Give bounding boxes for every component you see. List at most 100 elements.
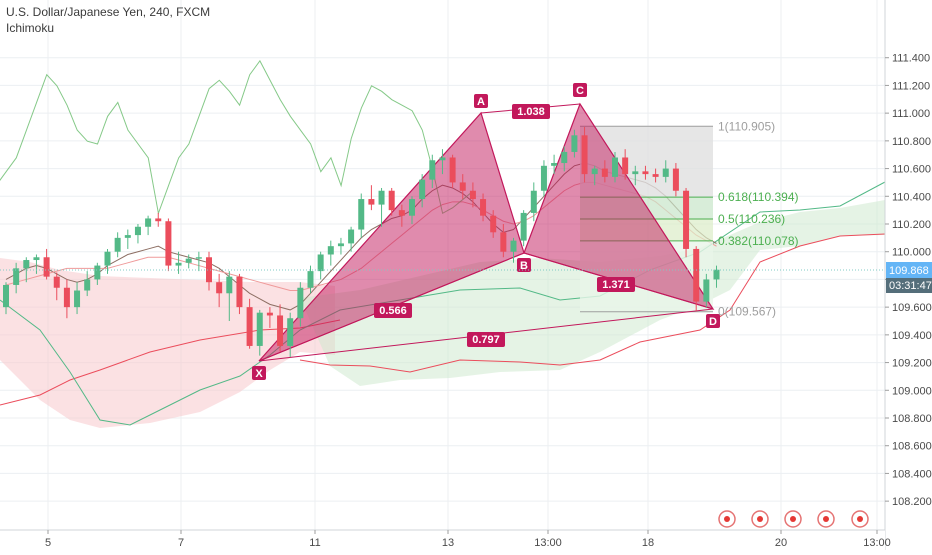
candle-body	[185, 258, 192, 263]
candle-body	[571, 135, 578, 152]
fib-level-label: 0.382(110.078)	[718, 234, 799, 248]
senkou-span-b-bear	[0, 319, 341, 406]
candle-body	[104, 251, 111, 266]
pattern-ratio-badge	[467, 332, 505, 347]
pattern-point-label: A	[477, 96, 485, 108]
kumo-bearish	[0, 258, 335, 428]
candle-body	[124, 235, 131, 238]
candle-body	[368, 199, 375, 205]
time-tick-label: 5	[45, 537, 51, 549]
pattern-point-a	[474, 94, 488, 108]
pattern-ratio-badge	[374, 303, 412, 318]
event-dot-icon	[724, 516, 730, 522]
candle-body	[490, 215, 497, 233]
candle-body	[540, 165, 547, 191]
candle-body	[327, 246, 334, 255]
price-axis: 111.400 111.200 111.000 110.800 110.600 110.4…	[884, 0, 932, 550]
price-tick-label: 108.400	[892, 468, 932, 480]
candle-body	[195, 257, 202, 259]
candle-body	[429, 160, 436, 180]
candle-body	[23, 260, 30, 269]
candle-body	[236, 276, 243, 308]
pattern-ratio-label: 1.371	[602, 279, 630, 291]
candle-body	[74, 290, 81, 308]
candle-body	[459, 182, 466, 191]
candle-body	[266, 312, 273, 316]
price-tick-label: 111.400	[892, 53, 930, 65]
candle-body	[216, 282, 223, 294]
candle-body	[632, 171, 639, 175]
candle-body	[409, 199, 415, 216]
candle-body	[358, 199, 365, 230]
price-tick-label: 108.600	[892, 441, 932, 453]
pattern-point-d	[706, 314, 720, 328]
candle-body	[388, 190, 395, 211]
time-axis: 5 7 11 13 13:00 18 20 13:00	[0, 529, 891, 550]
pattern-point-c	[573, 83, 587, 97]
price-tick-label: 111.000	[892, 108, 930, 120]
candle-body	[642, 171, 649, 175]
candle-body	[378, 190, 385, 205]
candlesticks	[3, 127, 720, 358]
candle-body	[175, 262, 182, 266]
candle-body	[13, 268, 20, 285]
candle-body	[206, 257, 212, 283]
candle-body	[226, 276, 233, 294]
last-price-badge	[886, 262, 932, 279]
candle-body	[297, 287, 304, 319]
candle-body	[419, 179, 426, 200]
fib-level-label: 0.618(110.394)	[718, 190, 799, 204]
time-tick-label: 7	[178, 537, 184, 549]
candle-body	[693, 248, 700, 302]
symbol-title: U.S. Dollar/Japanese Yen, 240, FXCM	[6, 5, 211, 19]
candle-body	[165, 221, 172, 266]
candle-body	[520, 212, 527, 241]
candle-body	[307, 271, 314, 288]
event-dot-icon	[823, 516, 829, 522]
candle-body	[317, 254, 324, 272]
candle-body	[662, 168, 669, 177]
candle-body	[530, 190, 537, 213]
candle-body	[601, 168, 608, 177]
candle-body	[510, 240, 517, 252]
candle-body	[398, 210, 405, 216]
candle-body	[33, 257, 40, 261]
fib-level-label: 0(109.567)	[718, 305, 776, 319]
candle-body	[155, 218, 162, 222]
candle-body	[622, 157, 629, 175]
candle-body	[581, 135, 588, 175]
candle-body	[94, 265, 101, 280]
candle-body	[84, 279, 91, 291]
candle-body	[612, 157, 618, 177]
pattern-ratio-label: 1.038	[517, 106, 545, 118]
candle-body	[469, 190, 476, 200]
last-price-value: 109.868	[889, 265, 929, 277]
price-tick-label: 110.400	[892, 191, 931, 203]
time-tick-label: 18	[642, 537, 654, 549]
candle-body	[652, 174, 659, 177]
event-dot-icon	[790, 516, 796, 522]
candle-body	[480, 199, 487, 216]
event-icons[interactable]	[718, 510, 869, 528]
pattern-ratio-label: 0.566	[379, 305, 407, 317]
pattern-point-label: X	[255, 368, 263, 380]
candle-body	[277, 315, 284, 346]
countdown-badge	[886, 278, 932, 294]
price-tick-label: 109.400	[892, 330, 932, 342]
price-tick-label: 110.800	[892, 136, 931, 148]
candle-body	[53, 276, 60, 288]
senkou-span-b	[299, 233, 886, 373]
time-axis-bg	[0, 530, 885, 550]
candle-body	[337, 243, 344, 247]
candle-body	[672, 168, 679, 191]
candle-body	[683, 190, 690, 249]
candle-body	[287, 318, 294, 346]
candle-body	[500, 232, 507, 252]
candle-body	[348, 229, 355, 244]
price-tick-label: 108.200	[892, 496, 932, 508]
indicator-name: Ichimoku	[6, 21, 55, 35]
candle-body	[713, 269, 720, 280]
candle-body	[145, 218, 152, 227]
